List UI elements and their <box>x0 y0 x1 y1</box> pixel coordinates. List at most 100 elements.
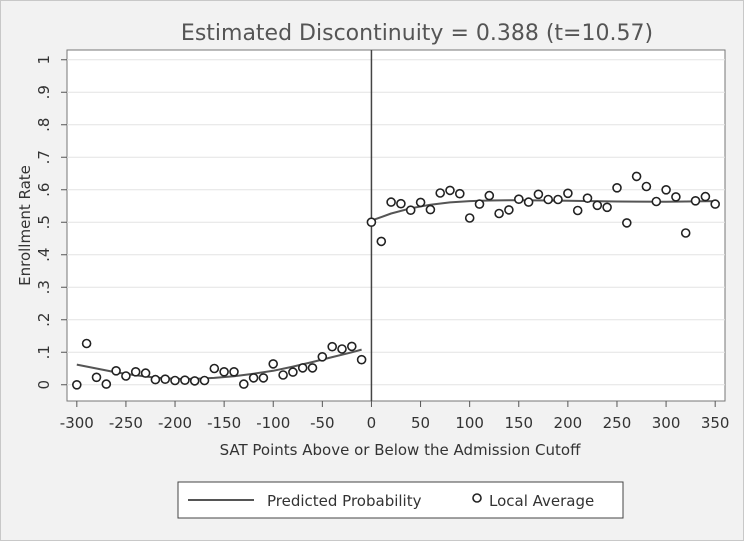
local-average-point <box>690 196 701 206</box>
plot-area <box>66 49 726 402</box>
local-average-series <box>72 171 721 390</box>
legend-label-predicted-probability: Predicted Probability <box>267 492 422 510</box>
local-average-point <box>307 363 318 373</box>
x-tick-label: 150 <box>504 414 533 432</box>
local-average-point <box>140 368 151 378</box>
x-tick-label: -150 <box>207 414 241 432</box>
x-tick-label: -250 <box>109 414 143 432</box>
local-average-point <box>150 374 161 385</box>
local-average-point <box>513 194 524 204</box>
x-tick-label: 350 <box>701 414 730 432</box>
local-average-point <box>435 188 446 198</box>
local-average-point <box>366 217 377 227</box>
local-average-point <box>121 371 131 381</box>
y-tick-label: .9 <box>35 85 53 99</box>
local-average-point <box>189 376 200 386</box>
local-average-point <box>425 204 436 215</box>
local-average-point <box>621 218 632 228</box>
x-axis-label: SAT Points Above or Below the Admission … <box>220 441 581 459</box>
x-tick-label: 250 <box>603 414 632 432</box>
local-average-point <box>72 379 82 390</box>
local-average-point <box>160 374 170 385</box>
local-average-point <box>543 194 554 205</box>
y-axis-ticks: 0 .1 .2 .3 .4 .5 .6 .7 .8 .9 1 <box>35 55 67 390</box>
local-average-point <box>111 365 121 376</box>
local-average-point <box>700 191 711 202</box>
local-average-point <box>680 228 691 238</box>
local-average-point <box>533 189 544 200</box>
local-average-point <box>464 213 475 223</box>
local-average-point <box>386 197 396 207</box>
local-average-point <box>337 344 347 354</box>
local-average-point <box>631 171 642 182</box>
local-average-point <box>523 197 534 207</box>
grid-lines <box>67 59 725 386</box>
y-tick-label: .1 <box>35 345 53 359</box>
local-average-point <box>563 188 573 199</box>
local-average-point <box>170 375 180 386</box>
local-average-point <box>101 379 112 389</box>
local-average-point <box>327 341 338 352</box>
chart-title: Estimated Discontinuity = 0.388 (t=10.57… <box>181 21 653 46</box>
local-average-point <box>582 193 593 203</box>
local-average-point <box>81 338 92 349</box>
local-average-point <box>592 200 603 211</box>
local-average-point <box>651 196 662 207</box>
legend-label-local-average: Local Average <box>489 492 594 510</box>
local-average-point <box>641 181 652 192</box>
x-tick-label: -300 <box>60 414 94 432</box>
y-tick-label: .3 <box>35 280 53 294</box>
local-average-point <box>710 199 721 209</box>
local-average-point <box>91 372 102 383</box>
local-average-point <box>130 366 141 377</box>
local-average-point <box>288 367 298 377</box>
y-tick-label: 0 <box>35 380 53 390</box>
x-tick-label: 100 <box>455 414 484 432</box>
local-average-point <box>376 236 387 247</box>
local-average-point <box>661 185 671 195</box>
x-tick-label: -50 <box>310 414 335 432</box>
x-tick-label: 50 <box>411 414 430 432</box>
local-average-point <box>415 197 426 208</box>
local-average-point <box>572 205 583 216</box>
local-average-point <box>396 198 406 209</box>
x-axis-ticks: -300 -250 -200 -150 -100 -50 0 50 100 150 200 250 30… <box>60 401 730 432</box>
local-average-point <box>602 202 612 213</box>
local-average-point <box>494 208 504 219</box>
local-average-point <box>484 190 495 201</box>
x-tick-label: 300 <box>652 414 681 432</box>
y-tick-label: .2 <box>35 313 53 327</box>
x-tick-label: 0 <box>367 414 377 432</box>
local-average-point <box>199 375 210 386</box>
y-axis-label: Enrollment Rate <box>16 165 34 286</box>
local-average-point <box>317 351 328 362</box>
x-tick-label: -200 <box>158 414 192 432</box>
local-average-point <box>504 205 514 215</box>
y-tick-label: .4 <box>35 248 53 262</box>
legend: Predicted Probability Local Average <box>177 481 624 519</box>
legend-point-swatch <box>472 493 482 503</box>
local-average-point <box>219 366 229 377</box>
x-tick-label: 200 <box>554 414 583 432</box>
y-tick-label: .7 <box>35 150 53 164</box>
local-average-point <box>268 359 279 369</box>
local-average-point <box>239 379 249 389</box>
local-average-point <box>297 363 308 373</box>
local-average-point <box>356 354 367 365</box>
y-tick-label: .5 <box>35 215 53 229</box>
local-average-point <box>474 199 485 209</box>
local-average-point <box>346 341 357 352</box>
y-tick-label: 1 <box>35 55 53 65</box>
local-average-point <box>612 183 622 193</box>
local-average-point <box>248 373 259 383</box>
local-average-point <box>278 370 288 380</box>
local-average-point <box>180 375 190 386</box>
y-tick-label: .6 <box>35 183 53 197</box>
local-average-point <box>209 363 220 374</box>
local-average-point <box>445 185 455 196</box>
local-average-point <box>553 194 563 205</box>
local-average-point <box>671 192 681 202</box>
local-average-point <box>454 188 465 199</box>
x-tick-label: -100 <box>256 414 290 432</box>
